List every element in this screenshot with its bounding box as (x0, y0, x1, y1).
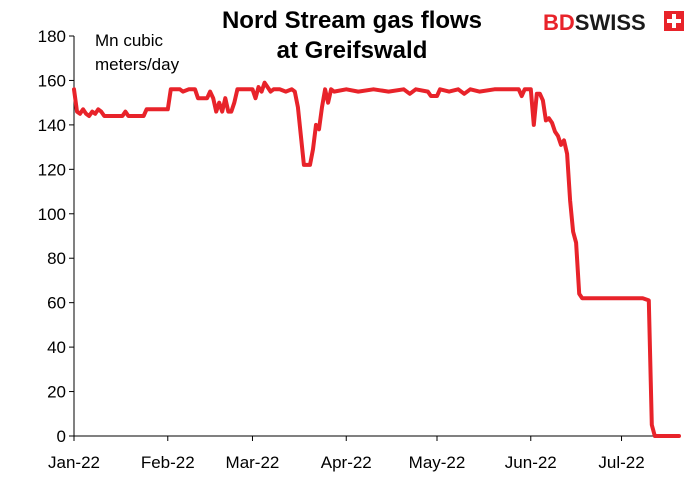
chart-title: Nord Stream gas flows at Greifswald (222, 7, 482, 64)
y-tick-label: 100 (38, 205, 66, 224)
logo-swiss-text: SWISS (575, 10, 646, 35)
y-tick-label: 0 (57, 427, 66, 446)
y-tick-label: 80 (47, 249, 66, 268)
y-tick-label: 60 (47, 294, 66, 313)
y-unit-line-1: Mn cubic (95, 31, 164, 50)
axes (73, 36, 679, 437)
y-tick-label: 20 (47, 383, 66, 402)
x-tick-label: Jul-22 (598, 453, 644, 472)
x-tick-label: May-22 (409, 453, 466, 472)
x-tick-label: Jan-22 (48, 453, 100, 472)
svg-text:BDSWISS: BDSWISS (543, 10, 646, 35)
y-axis-ticks: 0 20 40 60 80 100 120 140 160 180 (38, 27, 74, 446)
y-tick-label: 40 (47, 338, 66, 357)
y-tick-label: 180 (38, 27, 66, 46)
chart-title-line-2: at Greifswald (277, 37, 428, 64)
x-tick-label: Jun-22 (505, 453, 557, 472)
logo-bd-text: BD (543, 10, 575, 35)
series-line-1 (72, 80, 681, 438)
x-tick-label: Feb-22 (141, 453, 195, 472)
series-layer (72, 80, 681, 438)
x-tick-label: Apr-22 (321, 453, 372, 472)
x-axis-ticks: Jan-22 Feb-22 Mar-22 Apr-22 May-22 Jun-22 Jul-… (48, 436, 645, 472)
x-tick-label: Mar-22 (226, 453, 280, 472)
chart-title-line-1: Nord Stream gas flows (222, 7, 482, 34)
y-tick-label: 120 (38, 160, 66, 179)
y-unit-line-2: meters/day (95, 55, 180, 74)
bdswiss-logo: BDSWISS (543, 10, 684, 35)
swiss-cross-icon (664, 11, 684, 31)
y-tick-label: 160 (38, 71, 66, 90)
y-unit-label: Mn cubic meters/day (95, 31, 180, 74)
y-tick-label: 140 (38, 116, 66, 135)
